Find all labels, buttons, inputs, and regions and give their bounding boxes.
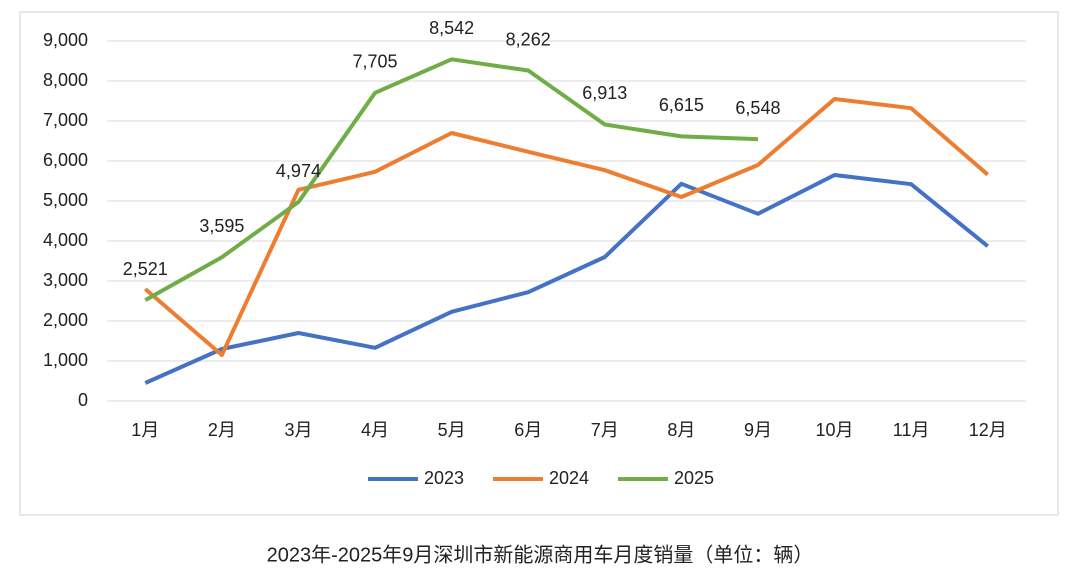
- y-tick-label: 6,000: [43, 150, 88, 170]
- x-tick-label: 4月: [361, 420, 389, 440]
- data-label: 6,913: [582, 83, 627, 103]
- data-label: 6,548: [735, 98, 780, 118]
- y-tick-label: 2,000: [43, 310, 88, 330]
- y-tick-label: 3,000: [43, 270, 88, 290]
- x-tick-label: 2月: [208, 420, 236, 440]
- y-tick-label: 0: [78, 390, 88, 410]
- data-label: 8,542: [429, 18, 474, 38]
- data-label: 2,521: [123, 259, 168, 279]
- chart-frame: [19, 11, 1059, 516]
- data-label: 7,705: [353, 52, 398, 72]
- x-tick-label: 12月: [969, 420, 1007, 440]
- y-tick-label: 7,000: [43, 110, 88, 130]
- x-tick-label: 6月: [514, 420, 542, 440]
- data-label: 8,262: [506, 29, 551, 49]
- y-tick-label: 8,000: [43, 70, 88, 90]
- data-label: 3,595: [199, 216, 244, 236]
- x-tick-label: 11月: [893, 420, 930, 440]
- data-label: 4,974: [276, 161, 321, 181]
- y-tick-label: 9,000: [43, 30, 88, 50]
- series-line: [144, 57, 759, 302]
- x-tick-label: 7月: [591, 420, 619, 440]
- data-label: 6,615: [659, 95, 704, 115]
- y-tick-label: 5,000: [43, 190, 88, 210]
- series-line: [144, 173, 989, 385]
- x-tick-label: 8月: [667, 420, 695, 440]
- x-tick-label: 3月: [284, 420, 312, 440]
- x-tick-label: 9月: [744, 420, 772, 440]
- x-tick-label: 5月: [438, 420, 466, 440]
- x-tick-label: 1月: [131, 420, 159, 440]
- y-tick-label: 1,000: [43, 350, 88, 370]
- y-tick-label: 4,000: [43, 230, 88, 250]
- series-line: [143, 97, 990, 357]
- legend-label: 2023: [424, 468, 464, 488]
- x-tick-label: 10月: [816, 420, 854, 440]
- legend-label: 2024: [549, 468, 589, 488]
- chart-title: 2023年-2025年9月深圳市新能源商用车月度销量（单位：辆）: [267, 543, 814, 566]
- legend-label: 2025: [674, 468, 714, 488]
